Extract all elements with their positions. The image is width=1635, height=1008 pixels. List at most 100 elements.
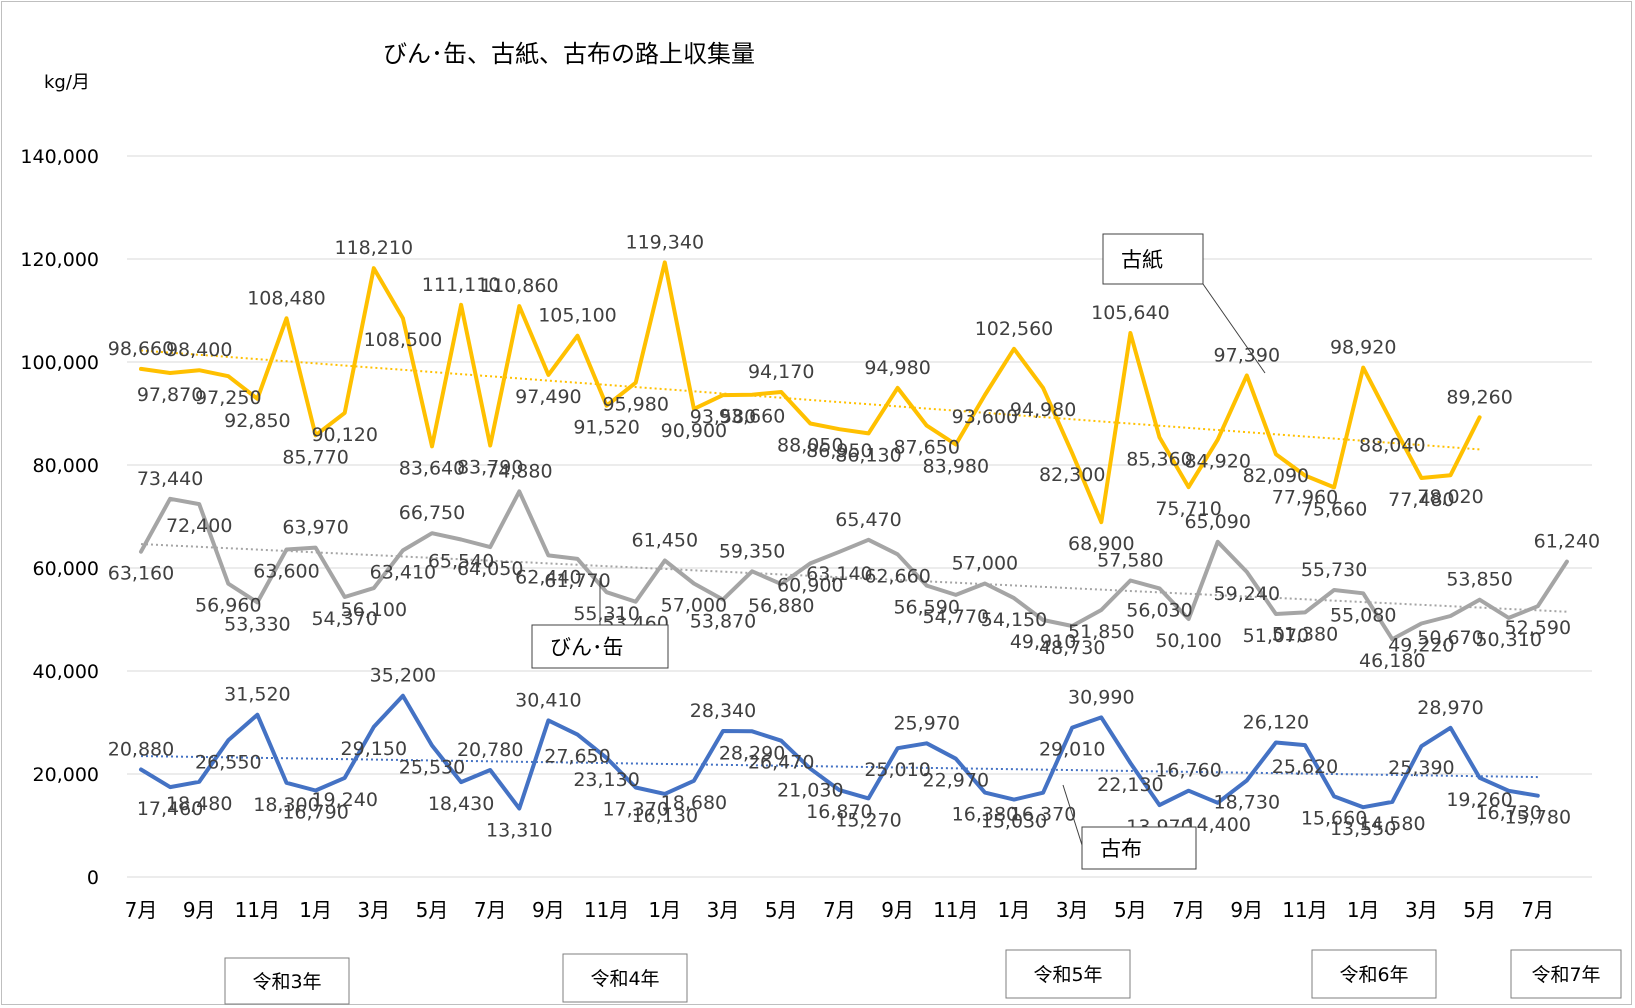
- series-name-label: 古布: [1100, 837, 1142, 861]
- y-tick-label: 60,000: [33, 558, 99, 580]
- data-label: 25,620: [1272, 756, 1338, 778]
- data-label: 18,730: [1214, 792, 1280, 814]
- data-label: 56,960: [195, 595, 261, 617]
- data-label: 64,050: [457, 558, 523, 580]
- data-label: 75,660: [1301, 498, 1367, 520]
- data-label: 98,400: [166, 339, 232, 361]
- data-label: 66,750: [399, 502, 465, 524]
- x-tick-label: 3月: [1056, 898, 1089, 922]
- chart-title: びん･缶、古紙、古布の路上収集量: [383, 40, 755, 68]
- data-label: 93,600: [952, 406, 1018, 428]
- data-label: 86,950: [806, 440, 872, 462]
- data-label: 50,310: [1475, 629, 1541, 651]
- data-label: 54,150: [981, 609, 1047, 631]
- data-label: 16,730: [1475, 802, 1541, 824]
- x-tick-label: 3月: [357, 898, 390, 922]
- series-line: [139, 260, 1482, 525]
- data-label: 97,870: [137, 384, 203, 406]
- x-tick-label: 9月: [881, 898, 914, 922]
- data-label: 25,010: [864, 759, 930, 781]
- y-tick-label: 120,000: [20, 249, 99, 271]
- data-label: 95,980: [602, 394, 668, 416]
- data-label: 108,500: [364, 329, 443, 351]
- data-label: 97,250: [195, 387, 261, 409]
- data-label: 21,030: [777, 780, 843, 802]
- data-label: 108,480: [247, 287, 326, 309]
- x-tick-label: 5月: [1463, 898, 1496, 922]
- data-label: 87,650: [893, 437, 959, 459]
- era-box: [1005, 949, 1131, 999]
- data-label: 86,130: [835, 444, 901, 466]
- data-label: 61,450: [632, 530, 698, 552]
- data-label: 55,080: [1330, 604, 1396, 626]
- x-tick-label: 1月: [648, 898, 681, 922]
- data-label: 49,220: [1388, 635, 1454, 657]
- data-label: 15,780: [1505, 807, 1571, 829]
- data-label: 25,390: [1388, 757, 1454, 779]
- data-label: 19,260: [1446, 789, 1512, 811]
- data-label: 82,300: [1039, 464, 1105, 486]
- series-lines: [139, 260, 1569, 811]
- data-label: 105,640: [1091, 302, 1170, 324]
- data-label: 118,210: [335, 237, 414, 259]
- x-tick-label: 7月: [823, 898, 856, 922]
- data-label: 55,310: [573, 603, 639, 625]
- data-label: 18,680: [661, 792, 727, 814]
- data-label: 20,880: [108, 738, 174, 760]
- data-label: 84,920: [1184, 451, 1250, 473]
- data-label: 20,780: [457, 739, 523, 761]
- y-tick-label: 20,000: [33, 764, 99, 786]
- data-label: 14,400: [1184, 814, 1250, 836]
- x-tick-label: 1月: [1347, 898, 1380, 922]
- data-label: 90,120: [311, 424, 377, 446]
- data-label: 51,380: [1272, 623, 1338, 645]
- era-label: 令和5年: [1033, 964, 1102, 986]
- data-label: 54,370: [311, 608, 377, 630]
- data-label: 73,440: [137, 468, 203, 490]
- data-label: 56,100: [341, 599, 407, 621]
- data-label: 63,140: [806, 563, 872, 585]
- data-label: 94,980: [864, 357, 930, 379]
- data-label: 68,900: [1068, 533, 1134, 555]
- data-label: 18,300: [253, 794, 319, 816]
- data-label: 22,130: [1097, 774, 1163, 796]
- data-label: 23,130: [573, 769, 639, 791]
- data-label: 15,030: [981, 811, 1047, 833]
- series-name-label: びん･缶: [550, 636, 624, 660]
- y-tick-label: 0: [87, 867, 99, 889]
- data-label: 26,120: [1243, 711, 1309, 733]
- data-label: 35,200: [370, 665, 436, 687]
- x-tick-label: 11月: [1282, 898, 1327, 922]
- trend-line: [140, 349, 1480, 451]
- data-label: 29,010: [1039, 739, 1105, 761]
- data-label: 46,180: [1359, 650, 1425, 672]
- x-tick-label: 1月: [299, 898, 332, 922]
- data-label: 13,310: [486, 819, 552, 841]
- data-label: 102,560: [975, 318, 1054, 340]
- data-label: 26,470: [748, 752, 814, 774]
- x-tick-label: 1月: [998, 898, 1031, 922]
- data-label: 65,090: [1184, 511, 1250, 533]
- x-tick-label: 7月: [1172, 898, 1205, 922]
- era-labels: 令和3年 令和4年 令和5年 令和6年 令和7年: [224, 949, 1622, 1005]
- data-label: 18,430: [428, 793, 494, 815]
- data-label: 57,000: [952, 552, 1018, 574]
- data-label: 90,900: [661, 420, 727, 442]
- x-tick-label: 9月: [532, 898, 565, 922]
- data-label: 62,440: [515, 566, 581, 588]
- data-label: 56,590: [893, 597, 959, 619]
- data-label: 94,170: [748, 361, 814, 383]
- data-label: 92,850: [224, 410, 290, 432]
- data-label: 85,770: [282, 446, 348, 468]
- data-label: 59,240: [1214, 583, 1280, 605]
- data-label: 105,100: [538, 305, 617, 327]
- data-label: 53,870: [690, 611, 756, 633]
- data-label: 83,640: [399, 457, 465, 479]
- data-label: 88,050: [777, 435, 843, 457]
- data-label: 97,490: [515, 386, 581, 408]
- data-label: 78,020: [1417, 486, 1483, 508]
- y-tick-label: 140,000: [20, 146, 99, 168]
